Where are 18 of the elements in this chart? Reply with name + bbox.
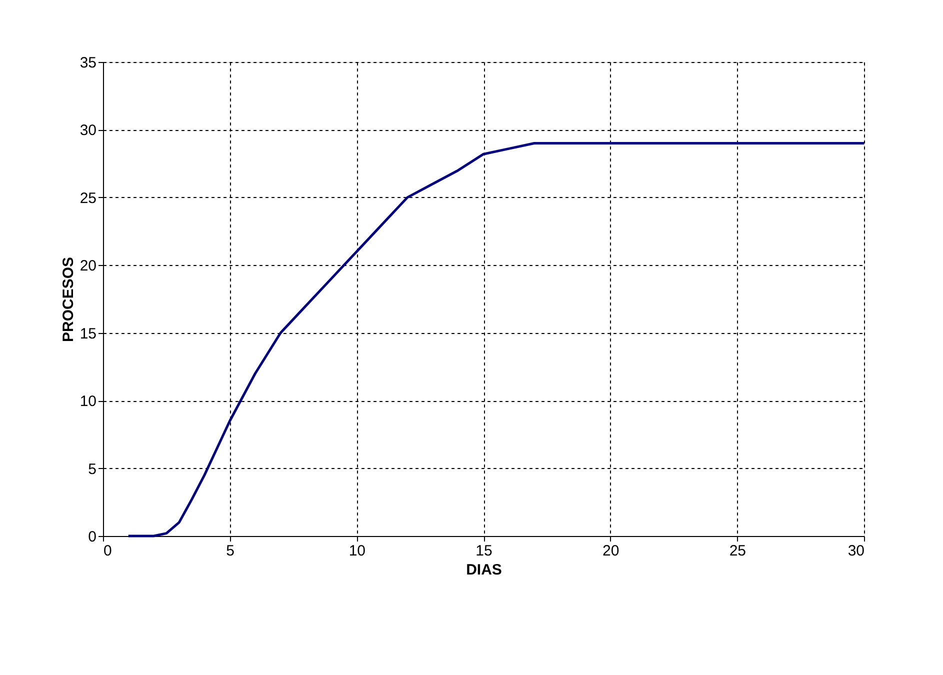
x-tick-label: 30 [848, 542, 864, 560]
line-series [127, 142, 866, 538]
x-tick-label: 5 [226, 542, 235, 560]
x-tick-label: 15 [476, 542, 492, 560]
y-tick-label: 5 [88, 460, 96, 478]
y-tick-label: 15 [80, 325, 96, 342]
y-tick-label: 35 [80, 54, 96, 72]
y-axis-title: PROCESOS [60, 256, 77, 342]
x-axis-title: DIAS [466, 562, 502, 578]
x-tick-label: 25 [729, 542, 746, 560]
x-tick-label: 0 [104, 542, 112, 560]
y-tick-label: 25 [80, 190, 96, 207]
y-tick-label: 0 [88, 528, 96, 546]
x-tick-label: 20 [602, 542, 620, 560]
y-tick-label: 10 [80, 393, 96, 410]
y-tick-label: 30 [80, 122, 96, 140]
x-tick-label: 10 [348, 542, 366, 560]
y-tick-label: 20 [80, 258, 96, 275]
